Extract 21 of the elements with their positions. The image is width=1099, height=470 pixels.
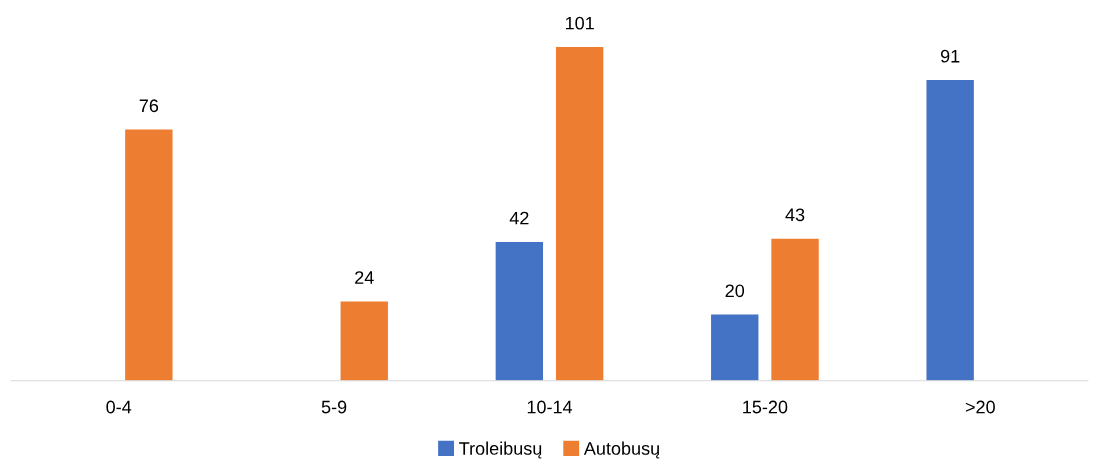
data-label: 24 [355,271,374,284]
bar [555,47,604,381]
bar [125,129,173,381]
x-tick-label: 15-20 [743,400,788,414]
x-tick-label: 0-4 [106,400,132,414]
data-label: 76 [139,99,159,113]
legend-label: Autobusų [583,441,660,459]
bar [711,314,759,381]
legend-label: Troleibusų [459,441,542,459]
x-tick-label: 5-9 [321,400,347,414]
data-label: 91 [940,49,960,63]
data-label: 20 [725,284,745,298]
bar [340,301,388,381]
x-tick-label: >20 [965,400,995,414]
data-label: 101 [565,16,594,30]
data-label: 42 [509,211,529,225]
bar [771,238,819,381]
bar [926,80,974,381]
bar [495,241,544,381]
data-label: 43 [785,208,805,222]
x-tick-label: 10-14 [527,400,573,414]
